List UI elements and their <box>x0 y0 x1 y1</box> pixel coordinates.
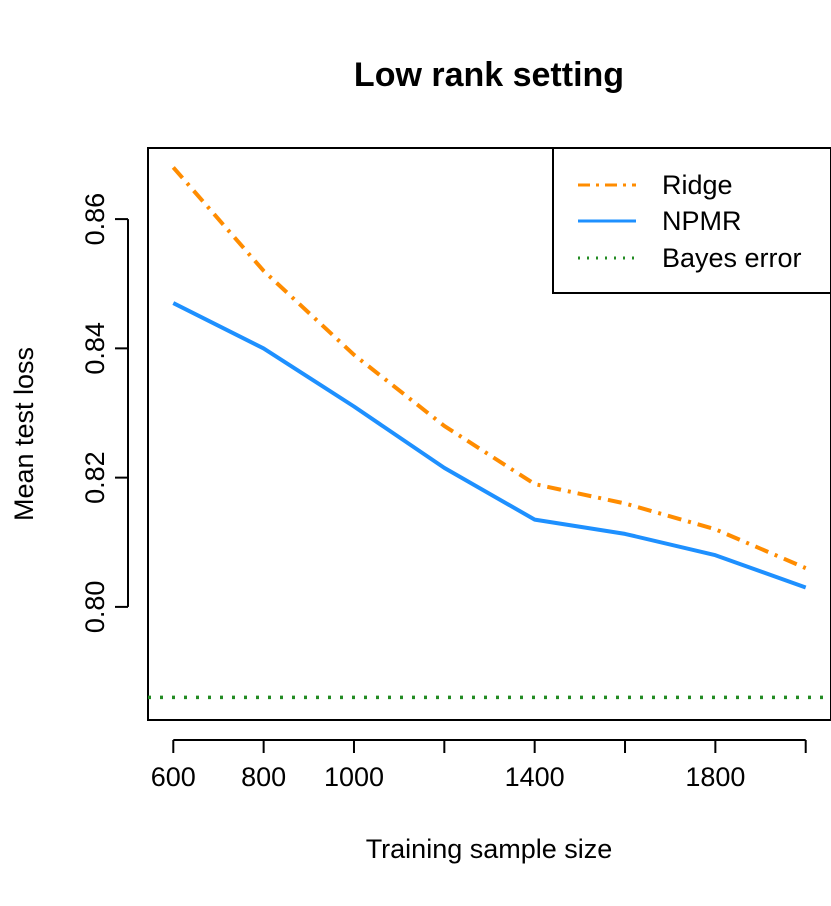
y-axis-label: Mean test loss <box>9 347 39 521</box>
x-axis-label: Training sample size <box>366 834 613 864</box>
x-tick-label: 600 <box>151 762 196 792</box>
legend: Ridge NPMR Bayes error <box>552 147 831 294</box>
y-tick-label: 0.86 <box>80 193 110 246</box>
x-axis-ticks: 600 800 1000 1400 1800 <box>151 740 807 792</box>
legend-box <box>552 147 831 294</box>
legend-label-ridge: Ridge <box>662 170 733 200</box>
y-tick-label: 0.84 <box>80 322 110 375</box>
x-tick-label: 1000 <box>324 762 384 792</box>
x-tick-label: 1800 <box>685 762 745 792</box>
y-tick-label: 0.80 <box>80 581 110 634</box>
x-tick-label: 800 <box>241 762 286 792</box>
plot-frame <box>147 147 831 721</box>
y-tick-label: 0.82 <box>80 451 110 504</box>
y-axis: 0.80 0.82 0.84 0.86 <box>80 193 129 634</box>
legend-label-npmr: NPMR <box>662 206 742 236</box>
legend-label-bayes-error: Bayes error <box>662 243 802 273</box>
series-line-ridge <box>171 166 807 570</box>
series-layer <box>148 166 831 700</box>
x-tick-label: 1400 <box>505 762 565 792</box>
series-line-npmr <box>172 301 807 590</box>
chart-title: Low rank setting <box>354 56 624 94</box>
